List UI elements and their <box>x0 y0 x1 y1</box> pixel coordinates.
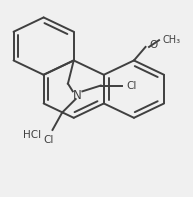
Text: CH₃: CH₃ <box>163 35 181 45</box>
Text: O: O <box>149 40 158 50</box>
Text: Cl: Cl <box>43 135 54 145</box>
Text: N: N <box>73 89 82 102</box>
Text: Cl: Cl <box>127 81 137 91</box>
Text: HCl: HCl <box>23 130 41 140</box>
